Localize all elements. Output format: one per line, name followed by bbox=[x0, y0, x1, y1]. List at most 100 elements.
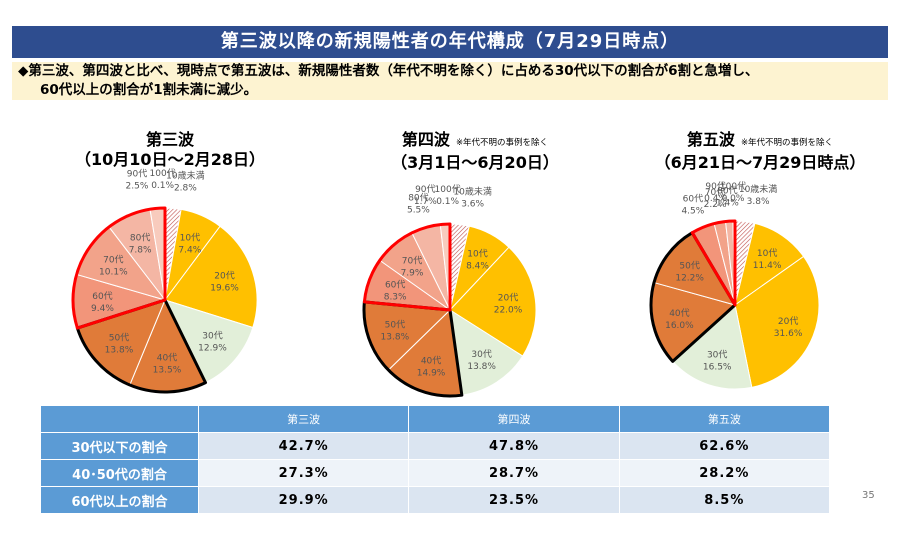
slice-value-label: 3.6% bbox=[461, 200, 484, 210]
summary-line-1: ◆第三波、第四波と比べ、現時点で第五波は、新規陽性者数（年代不明を除く）に占める… bbox=[18, 63, 759, 79]
slice-value-label: 1.7% bbox=[414, 197, 437, 207]
slice-category-label: 20代 bbox=[498, 293, 518, 304]
group-outline-60-plus bbox=[690, 219, 737, 307]
pie-slice bbox=[449, 246, 537, 357]
slice-category-label: 80代 bbox=[130, 233, 150, 244]
group-outline-40-50 bbox=[649, 231, 737, 363]
chart-title-wave3-name: 第三波 bbox=[145, 130, 194, 149]
table-row-label: 40･50代の割合 bbox=[40, 459, 199, 487]
slice-value-label: 31.6% bbox=[774, 329, 803, 339]
slice-value-label: 4.5% bbox=[681, 206, 704, 216]
slice-category-label: 10代 bbox=[467, 248, 487, 259]
slice-category-label: 60代 bbox=[92, 291, 112, 302]
slice-category-label: 70代 bbox=[705, 187, 725, 198]
chart-note-wave4: ※年代不明の事例を除く bbox=[455, 138, 549, 148]
summary-table: 第三波 第四波 第五波 30代以下の割合 42.7% 47.8% 62.6% 4… bbox=[40, 405, 831, 514]
group-outline-60-plus bbox=[71, 206, 167, 330]
pie-slice bbox=[671, 304, 753, 390]
table-header-row: 第三波 第四波 第五波 bbox=[40, 405, 831, 433]
slice-category-label: 100代 bbox=[435, 184, 461, 195]
table-cell: 47.8% bbox=[408, 432, 620, 460]
slice-category-label: 100代 bbox=[150, 168, 176, 179]
slice-category-label: 30代 bbox=[707, 349, 727, 360]
table-cell: 28.2% bbox=[618, 459, 831, 487]
slice-value-label: 2.5% bbox=[126, 181, 149, 191]
slice-category-label: 20代 bbox=[778, 316, 798, 327]
table-row-label: 60代以上の割合 bbox=[40, 486, 199, 514]
table-header-cell: 第三波 bbox=[197, 405, 410, 433]
slice-value-label: 16.0% bbox=[665, 321, 694, 331]
slice-category-label: 40代 bbox=[421, 355, 441, 366]
slice-value-label: 5.5% bbox=[407, 206, 430, 216]
table-header-cell bbox=[40, 405, 199, 433]
chart-subtitle-wave5: （6月21日～7月29日時点） bbox=[654, 153, 866, 172]
slice-category-label: 50代 bbox=[385, 319, 405, 330]
table-cell: 8.5% bbox=[618, 486, 831, 514]
pie-slice bbox=[164, 225, 258, 329]
table-row: 60代以上の割合 29.9% 23.5% 8.5% bbox=[40, 486, 831, 514]
table-header-cell: 第五波 bbox=[618, 405, 831, 433]
table-row-label: 30代以下の割合 bbox=[40, 432, 199, 460]
table-cell: 27.3% bbox=[197, 459, 410, 487]
slice-value-label: 0.0% bbox=[722, 194, 745, 204]
summary-box: ◆第三波、第四波と比べ、現時点で第五波は、新規陽性者数（年代不明を除く）に占める… bbox=[12, 62, 888, 100]
table-cell: 42.7% bbox=[197, 432, 410, 460]
slice-category-label: 100代 bbox=[720, 181, 746, 192]
pie-wave3: 10歳未満 2.8% 10代 7.4% 20代 19.6% 30代 12.9% 40代 13.5%… bbox=[71, 168, 258, 394]
summary-line-2: 60代以上の割合が1割未満に減少。 bbox=[40, 82, 258, 98]
table-row: 40･50代の割合 27.3% 28.7% 28.2% bbox=[40, 459, 831, 487]
group-outline-60-plus bbox=[362, 222, 452, 312]
slice-value-label: 2.2% bbox=[704, 200, 727, 210]
slice-category-label: 60代 bbox=[385, 280, 405, 291]
chart-title-wave5: 第五波 ※年代不明の事例を除く （6月21日～7月29日時点） bbox=[630, 130, 890, 173]
table-cell: 62.6% bbox=[618, 432, 831, 460]
pie-slice bbox=[734, 255, 820, 388]
slice-category-label: 90代 bbox=[127, 168, 147, 179]
slice-value-label: 0.4% bbox=[704, 194, 727, 204]
table-cell: 29.9% bbox=[197, 486, 410, 514]
table-cell: 28.7% bbox=[408, 459, 620, 487]
chart-title-wave3: 第三波 （10月10日～2月28日） bbox=[60, 130, 280, 170]
slice-value-label: 13.8% bbox=[467, 362, 496, 372]
slice-value-label: 0.1% bbox=[436, 197, 459, 207]
slice-value-label: 22.0% bbox=[494, 306, 523, 316]
slice-category-label: 40代 bbox=[669, 308, 689, 319]
page-number: 35 bbox=[862, 490, 875, 501]
chart-subtitle-wave4: （3月1日～6月20日） bbox=[391, 153, 559, 172]
slice-value-label: 1.4% bbox=[716, 198, 739, 208]
slice-value-label: 2.8% bbox=[174, 183, 197, 193]
slice-category-label: 90代 bbox=[415, 184, 435, 195]
slice-category-label: 50代 bbox=[679, 260, 699, 271]
slice-category-label: 30代 bbox=[471, 349, 491, 360]
pie-slice bbox=[449, 308, 524, 396]
chart-title-wave5-name: 第五波 bbox=[686, 130, 735, 149]
slice-value-label: 7.8% bbox=[129, 246, 152, 256]
chart-title-wave4-name: 第四波 bbox=[401, 130, 450, 149]
slice-category-label: 10歳未満 bbox=[739, 183, 777, 195]
slice-category-label: 20代 bbox=[214, 271, 234, 282]
pie-wave5: 10歳未満 3.8% 10代 11.4% 20代 31.6% 30代 16.5% 40代 16.0… bbox=[649, 181, 820, 390]
slice-category-label: 10代 bbox=[180, 233, 200, 244]
slice-value-label: 16.5% bbox=[703, 362, 732, 372]
slice-value-label: 9.4% bbox=[91, 304, 114, 314]
chart-title-wave4: 第四波 ※年代不明の事例を除く （3月1日～6月20日） bbox=[340, 130, 610, 173]
slice-category-label: 70代 bbox=[402, 256, 422, 267]
slice-category-label: 80代 bbox=[408, 193, 428, 204]
table-cell: 23.5% bbox=[408, 486, 620, 514]
slice-value-label: 13.8% bbox=[381, 332, 410, 342]
group-outline-40-50 bbox=[75, 298, 208, 394]
slice-value-label: 11.4% bbox=[753, 261, 782, 271]
slice-value-label: 12.9% bbox=[198, 344, 227, 354]
slice-value-label: 14.9% bbox=[417, 368, 446, 378]
slice-category-label: 80代 bbox=[717, 185, 737, 196]
slice-value-label: 7.4% bbox=[178, 246, 201, 256]
slice-value-label: 13.8% bbox=[105, 345, 134, 355]
slice-category-label: 40代 bbox=[157, 353, 177, 364]
slice-value-label: 3.8% bbox=[747, 197, 770, 207]
slice-value-label: 13.5% bbox=[153, 366, 182, 376]
slice-category-label: 90代 bbox=[705, 181, 725, 192]
slice-value-label: 8.3% bbox=[384, 293, 407, 303]
slice-category-label: 10代 bbox=[757, 248, 777, 259]
slice-value-label: 7.9% bbox=[401, 269, 424, 279]
slice-value-label: 10.1% bbox=[99, 268, 128, 278]
